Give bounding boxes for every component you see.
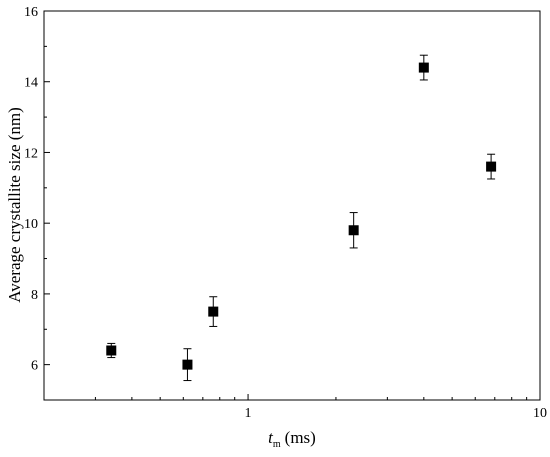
x-axis-label: tm (ms) <box>268 428 316 450</box>
data-point <box>486 153 497 180</box>
square-marker <box>106 345 117 356</box>
data-points <box>106 54 497 382</box>
y-axis-label: Average crystallite size (nm) <box>5 107 24 303</box>
square-marker <box>182 359 193 370</box>
y-tick-label: 16 <box>24 5 38 20</box>
y-tick-label: 6 <box>31 359 38 374</box>
data-point <box>106 342 117 359</box>
y-tick-label: 14 <box>24 76 38 91</box>
x-axis: 1 10 <box>43 394 547 421</box>
square-marker <box>348 225 359 236</box>
data-point <box>418 54 429 81</box>
x-axis-label-unit: (ms) <box>285 428 316 447</box>
square-marker <box>486 161 497 172</box>
square-marker <box>418 62 429 73</box>
x-axis-label-subscript: m <box>273 439 281 450</box>
y-tick-label: 10 <box>24 217 38 232</box>
data-point <box>208 296 219 327</box>
data-point <box>182 348 193 382</box>
square-marker <box>208 306 219 317</box>
data-point <box>348 212 359 249</box>
y-tick-label: 8 <box>31 288 38 303</box>
plot-frame <box>43 10 541 401</box>
x-tick-label: 1 <box>245 406 252 421</box>
y-tick-label: 12 <box>24 146 38 161</box>
y-axis: 6 8 10 12 14 16 <box>24 5 50 401</box>
x-tick-label: 10 <box>533 406 547 421</box>
x-axis-label-symbol: t <box>268 428 274 447</box>
